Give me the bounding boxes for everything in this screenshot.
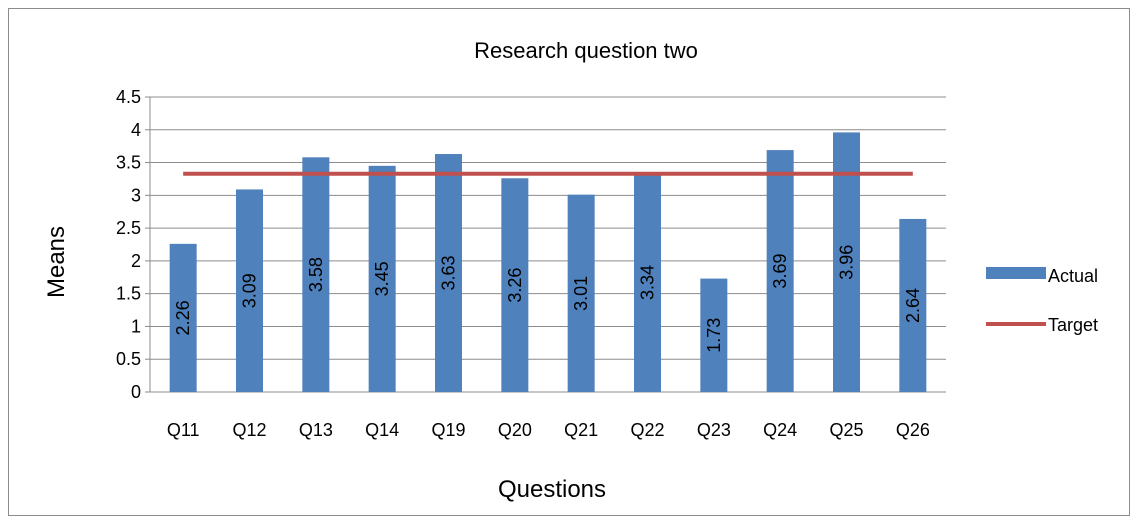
x-tick-label: Q24 [763, 420, 797, 440]
y-tick-label: 0 [131, 382, 141, 402]
x-tick-label: Q22 [630, 420, 664, 440]
x-tick-label: Q11 [167, 420, 200, 440]
bar [899, 218, 927, 392]
x-tick-label: Q23 [697, 420, 731, 440]
bar [368, 165, 396, 392]
bar [435, 154, 462, 392]
x-axis-title: Questions [498, 476, 606, 503]
legend: Actual Target [986, 266, 1098, 335]
data-label: 3.58 [306, 257, 326, 292]
legend-swatch-actual [986, 267, 1046, 279]
y-tick-label: 2 [131, 251, 141, 271]
bar [169, 243, 197, 392]
x-tick-label: Q14 [365, 420, 399, 440]
bar [567, 194, 595, 392]
data-label: 3.45 [372, 261, 392, 296]
x-tick-label: Q21 [564, 420, 598, 440]
bar [700, 278, 728, 392]
bar [634, 173, 661, 392]
y-tick-label: 1 [131, 316, 141, 336]
y-tick-label: 4 [131, 120, 141, 140]
data-label: 3.01 [571, 276, 591, 311]
data-label: 3.69 [770, 254, 790, 289]
legend-label-target: Target [1048, 315, 1098, 335]
y-tick-label: 1.5 [116, 284, 141, 304]
x-tick-label: Q12 [232, 420, 266, 440]
x-tick-label: Q19 [431, 420, 465, 440]
bar [501, 178, 529, 392]
bar [766, 150, 794, 392]
data-label: 3.26 [505, 268, 525, 303]
bar [302, 157, 330, 392]
x-tick-label: Q20 [498, 420, 532, 440]
data-label: 3.09 [240, 273, 260, 308]
legend-label-actual: Actual [1048, 266, 1098, 286]
x-tick-label: Q25 [829, 420, 863, 440]
x-tick-label: Q13 [299, 420, 333, 440]
chart-title: Research question two [474, 38, 698, 63]
data-label: 2.26 [173, 300, 193, 335]
y-axis-title: Means [43, 226, 70, 298]
y-tick-label: 4.5 [116, 87, 141, 107]
x-tick-label: Q26 [896, 420, 930, 440]
data-label: 2.64 [903, 288, 923, 323]
bar [236, 189, 263, 392]
y-tick-label: 3.5 [116, 153, 141, 173]
data-label: 3.96 [837, 245, 857, 280]
data-label: 3.63 [439, 255, 459, 290]
y-tick-label: 0.5 [116, 349, 141, 369]
y-tick-label: 3 [131, 185, 141, 205]
y-tick-label: 2.5 [116, 218, 141, 238]
data-label: 3.34 [638, 265, 658, 300]
data-label: 1.73 [704, 318, 724, 353]
